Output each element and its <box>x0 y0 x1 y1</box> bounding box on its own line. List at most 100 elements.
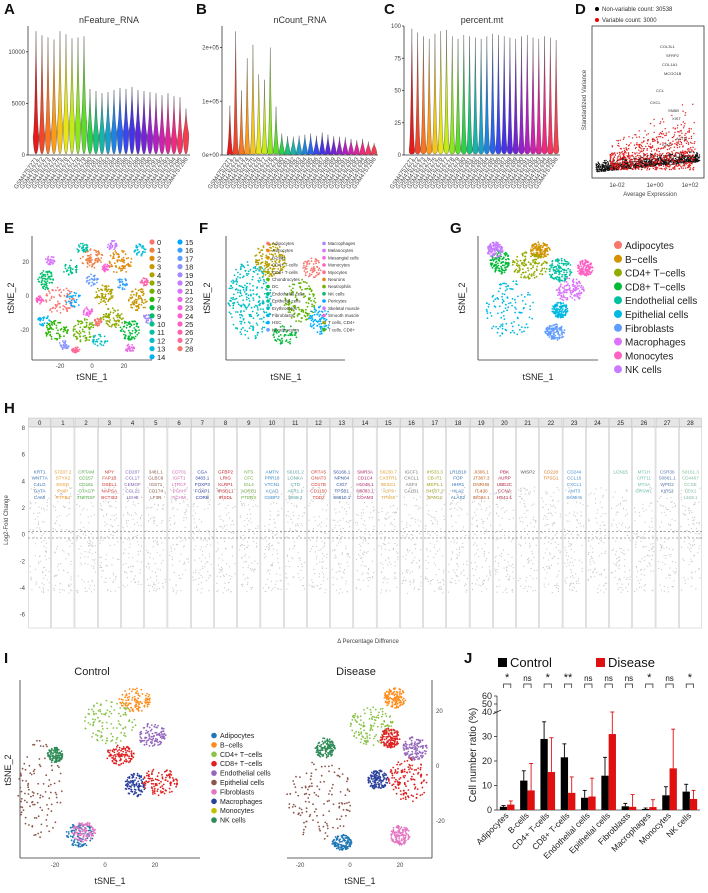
cluster-16-point <box>119 278 121 281</box>
cluster-22-point <box>131 346 134 349</box>
cluster-6-point <box>75 338 78 340</box>
celltype-point <box>548 247 551 250</box>
cluster-9-point <box>43 285 45 288</box>
point-nonvariable <box>681 161 683 164</box>
celltype-point <box>563 329 566 331</box>
point-variable <box>637 154 639 157</box>
legend-label: Smooth muscle <box>328 313 360 318</box>
cell-point <box>310 319 313 322</box>
legend-swatch <box>266 270 270 275</box>
point-variable <box>647 166 649 168</box>
point-nonvariable <box>688 159 690 161</box>
point-variable <box>676 141 678 143</box>
celltype-point <box>523 264 526 267</box>
celltype-point <box>501 332 504 335</box>
point-nonvariable <box>634 165 636 168</box>
point-variable <box>629 160 631 162</box>
celltype-point <box>553 266 556 268</box>
cluster-4-point <box>110 295 113 297</box>
cluster-5-point <box>118 320 120 323</box>
point-variable <box>636 152 638 154</box>
point-nonvariable <box>648 164 651 166</box>
cell-point <box>239 304 242 307</box>
cluster-0-point <box>59 306 61 309</box>
point-variable <box>666 163 668 165</box>
celltype-point <box>532 259 534 262</box>
panel-title: nCount_RNA <box>273 15 326 25</box>
cluster-3-point <box>142 306 145 309</box>
point-variable <box>649 143 651 145</box>
cluster-8-point <box>129 325 132 328</box>
celltype-point <box>577 287 580 290</box>
cluster-4-point <box>107 292 110 295</box>
cell-point <box>300 310 303 313</box>
cluster-6-point <box>82 335 85 338</box>
celltype-point <box>498 257 501 260</box>
point-variable <box>666 154 668 156</box>
cluster-7-point <box>46 326 48 329</box>
point-nonvariable <box>605 162 608 164</box>
cluster-8-point <box>119 326 122 329</box>
point-nonvariable <box>630 167 632 169</box>
cluster-6-point <box>83 318 86 320</box>
celltype-point <box>514 298 516 301</box>
cluster-28-point <box>100 321 103 324</box>
legend-variable: Variable count: 3000 <box>602 18 657 24</box>
point-variable <box>635 155 637 158</box>
point-nonvariable <box>596 167 598 169</box>
celltype-point <box>547 328 550 330</box>
cluster-27-point <box>74 346 77 349</box>
cell-point <box>257 263 260 266</box>
cluster-8-point <box>131 320 134 323</box>
celltype-point <box>561 316 563 319</box>
cluster-23-point <box>88 310 90 312</box>
point-variable <box>653 131 655 134</box>
cluster-2-point <box>120 258 123 261</box>
celltype-point <box>501 295 503 298</box>
point-variable <box>690 146 692 149</box>
cluster-9-point <box>43 277 46 280</box>
point-variable <box>674 143 676 145</box>
celltype-point <box>572 283 575 286</box>
celltype-point <box>527 276 530 279</box>
cell-point <box>309 314 312 317</box>
cell-point <box>230 297 233 299</box>
cluster-0-point <box>51 289 54 291</box>
point-nonvariable <box>601 165 603 167</box>
point-variable <box>610 156 612 158</box>
celltype-point <box>558 337 561 340</box>
point-nonvariable <box>628 164 630 167</box>
cell-point <box>279 334 282 336</box>
gene-label: COL3L1 <box>660 44 676 49</box>
cell-point <box>259 308 262 310</box>
cluster-6-point <box>92 324 95 326</box>
point-variable <box>658 162 661 164</box>
cell-point <box>304 311 307 314</box>
point-variable <box>679 130 681 132</box>
point-variable <box>630 163 632 166</box>
cell-point <box>309 323 312 325</box>
celltype-point <box>531 246 533 249</box>
point-variable <box>638 161 640 163</box>
celltype-point <box>501 298 504 301</box>
point-variable <box>670 157 672 159</box>
celltype-point <box>524 255 527 258</box>
point-variable <box>634 153 636 155</box>
cluster-12-point <box>95 338 98 341</box>
cell-point <box>280 341 282 344</box>
legend-label-cluster: 14 <box>157 353 165 362</box>
celltype-point <box>490 315 493 317</box>
cluster-11-point <box>83 244 86 246</box>
cluster-8-point <box>136 333 139 336</box>
celltype-point <box>564 314 567 317</box>
point-variable <box>661 153 663 156</box>
cell-point <box>245 296 248 299</box>
point-variable <box>618 166 620 169</box>
cluster-20-point <box>106 246 109 249</box>
cluster-2-point <box>108 260 111 263</box>
cell-point <box>317 306 320 309</box>
celltype-point <box>566 307 569 310</box>
celltype-point <box>566 277 569 280</box>
cell-point <box>310 299 312 302</box>
violin-GSM4757272 <box>38 35 46 155</box>
